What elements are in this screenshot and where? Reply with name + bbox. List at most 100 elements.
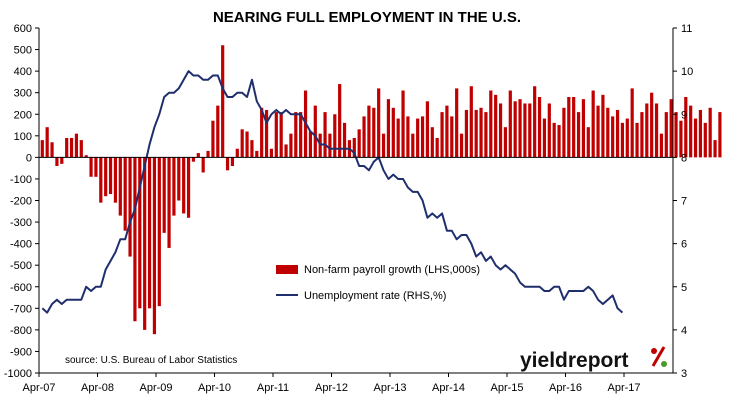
payroll-bar — [372, 107, 376, 158]
payroll-bar — [586, 127, 590, 158]
chart-title: NEARING FULL EMPLOYMENT IN THE U.S. — [213, 9, 521, 26]
payroll-bar — [601, 94, 605, 158]
payroll-bar — [99, 157, 103, 203]
payroll-bar — [576, 112, 581, 158]
left-tick-label: 600 — [14, 23, 32, 35]
legend-bar-swatch — [276, 265, 298, 274]
payroll-bar — [206, 150, 210, 158]
source-annotation: source: U.S. Bureau of Labor Statistics — [65, 355, 237, 366]
payroll-bar — [411, 133, 415, 158]
left-tick-label: -100 — [10, 174, 32, 186]
payroll-bar — [645, 103, 649, 158]
right-tick-label: 3 — [681, 368, 687, 380]
payroll-bar — [269, 148, 274, 158]
payroll-bar — [625, 118, 629, 158]
left-tick-label: -300 — [10, 217, 32, 229]
payroll-bar — [581, 99, 586, 158]
axes: -1000-900-800-700-600-500-400-300-200-10… — [4, 23, 693, 394]
payroll-bar — [152, 157, 157, 335]
payroll-bar — [284, 144, 288, 158]
payroll-bar — [123, 157, 127, 231]
payroll-bar — [567, 97, 571, 158]
left-tick-label: -400 — [10, 239, 32, 251]
payroll-bar — [596, 105, 600, 158]
payroll-bar — [684, 97, 688, 158]
payroll-bar — [157, 157, 161, 307]
payroll-bar — [474, 109, 478, 158]
payroll-bar — [357, 129, 361, 158]
payroll-bar — [216, 105, 220, 158]
left-tick-label: -800 — [10, 325, 32, 337]
left-tick-label: 300 — [14, 88, 32, 100]
payroll-bar — [245, 131, 249, 158]
payroll-bar — [338, 84, 342, 158]
payroll-bar — [528, 103, 532, 158]
payroll-bar — [425, 101, 430, 158]
legend-line-label: Unemployment rate (RHS,%) — [304, 290, 446, 302]
payroll-bar — [55, 157, 59, 167]
payroll-bar — [537, 97, 542, 158]
payroll-bar — [255, 150, 259, 158]
payroll-bar — [342, 122, 347, 158]
payroll-bar — [615, 109, 620, 158]
right-tick-label: 4 — [681, 325, 687, 337]
payroll-bar — [455, 88, 459, 158]
payroll-bar — [50, 142, 54, 158]
payroll-bar — [620, 122, 625, 158]
payroll-bar — [167, 157, 171, 248]
right-tick-label: 6 — [681, 239, 687, 251]
payroll-bar — [406, 116, 410, 158]
payroll-bar — [147, 157, 152, 309]
payroll-bar — [118, 157, 122, 216]
x-tick-label: Apr-09 — [139, 382, 172, 394]
x-tick-label: Apr-13 — [373, 382, 406, 394]
left-tick-label: 400 — [14, 66, 32, 78]
payroll-bar — [40, 140, 44, 158]
payroll-bar — [60, 157, 64, 164]
payroll-bar — [211, 120, 215, 158]
payroll-bar — [659, 133, 664, 158]
left-tick-label: -500 — [10, 260, 32, 272]
payroll-bar — [547, 103, 551, 158]
payroll-bar — [430, 127, 434, 158]
payroll-bar — [162, 157, 166, 233]
payroll-bar — [221, 45, 225, 158]
payroll-bar — [74, 133, 79, 158]
payroll-bar — [186, 157, 191, 218]
payroll-bar — [240, 129, 244, 158]
payroll-bar — [69, 137, 74, 158]
payroll-bar — [479, 107, 483, 158]
payroll-bar — [664, 112, 668, 158]
payroll-bar — [294, 112, 298, 158]
payroll-bar — [640, 112, 644, 158]
payroll-bar — [562, 107, 566, 158]
payroll-bar — [279, 112, 283, 158]
right-tick-label: 7 — [681, 196, 687, 208]
payroll-bar — [201, 157, 205, 173]
payroll-bar — [133, 157, 137, 322]
payroll-bar — [45, 127, 49, 158]
x-tick-label: Apr-14 — [432, 382, 465, 394]
payroll-bar — [654, 103, 659, 158]
payroll-bar — [113, 157, 118, 203]
legend: Non-farm payroll growth (LHS,000s) Unemp… — [276, 264, 480, 302]
payroll-bar — [328, 133, 332, 158]
x-tick-label: Apr-07 — [22, 382, 55, 394]
payroll-bar — [401, 90, 405, 158]
payroll-bar — [503, 127, 508, 158]
x-tick-label: Apr-11 — [257, 382, 289, 394]
payroll-bar — [557, 125, 561, 158]
payroll-bar — [89, 157, 93, 177]
payroll-bar — [318, 133, 322, 158]
payroll-bar — [313, 105, 317, 158]
payroll-bar — [650, 92, 654, 158]
payroll-bar — [323, 112, 327, 158]
payroll-bar — [484, 112, 488, 158]
payroll-bar — [420, 116, 425, 158]
left-tick-label: -600 — [10, 282, 32, 294]
payroll-bar — [674, 112, 678, 158]
payroll-bar — [177, 157, 181, 201]
payroll-bar — [94, 157, 98, 177]
payroll-bar — [689, 105, 693, 158]
